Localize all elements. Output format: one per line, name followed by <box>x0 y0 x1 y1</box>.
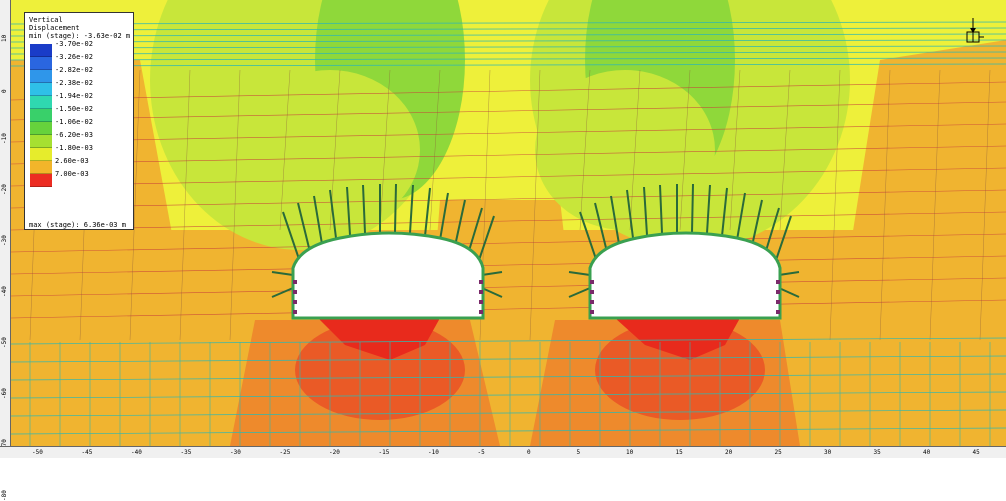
legend-swatch <box>30 83 52 96</box>
displacement-legend[interactable]: Vertical Displacement min (stage): -3.63… <box>24 12 134 230</box>
legend-level-label: -6.20e-03 <box>55 131 93 139</box>
y-tick-label: -80 <box>1 490 8 501</box>
x-tick-label: -30 <box>230 449 241 456</box>
legend-level-label: -2.38e-02 <box>55 79 93 87</box>
displacement-contour-field[interactable] <box>0 0 1006 458</box>
field-lime-right-low <box>535 70 715 230</box>
legend-level-label: 2.60e-03 <box>55 157 89 165</box>
x-tick-label: 35 <box>873 449 881 456</box>
legend-level-label: -1.50e-02 <box>55 105 93 113</box>
legend-swatch <box>30 96 52 109</box>
x-tick-label: 25 <box>774 449 782 456</box>
legend-swatch <box>30 57 52 70</box>
y-tick-label: -30 <box>1 235 8 246</box>
legend-swatch <box>30 70 52 83</box>
tunnel-right-supports <box>590 280 780 314</box>
field-lime-left-low <box>240 70 420 230</box>
legend-level-label: -3.70e-02 <box>55 40 93 48</box>
legend-level-label: -2.82e-02 <box>55 66 93 74</box>
x-tick-label: -50 <box>32 449 43 456</box>
legend-swatch <box>30 135 52 148</box>
joint-set-lower-vertical <box>29 342 991 446</box>
legend-level-label: -3.26e-02 <box>55 53 93 61</box>
rock-bolts-right <box>568 183 800 298</box>
tunnel-left[interactable] <box>271 183 503 320</box>
y-tick-label: 0 <box>1 89 8 93</box>
legend-swatch <box>30 109 52 122</box>
x-tick-label: 0 <box>527 449 531 456</box>
legend-max-value: max (stage): 6.36e-03 m <box>29 221 126 229</box>
tunnel-left-excavation <box>291 231 485 320</box>
legend-level-label: 7.00e-03 <box>55 170 89 178</box>
y-tick-label: -60 <box>1 388 8 399</box>
legend-swatch <box>30 174 52 187</box>
x-tick-label: 45 <box>972 449 980 456</box>
x-tick-label: -15 <box>378 449 390 456</box>
legend-level-label: -1.80e-03 <box>55 144 93 152</box>
tunnel-right-excavation <box>588 231 782 320</box>
x-tick-label: -45 <box>81 449 93 456</box>
x-tick-label: 10 <box>626 449 634 456</box>
tunnel-right[interactable] <box>568 183 800 320</box>
tunnel-left-supports <box>293 280 483 314</box>
y-tick-label: -20 <box>1 184 8 195</box>
x-tick-label: 30 <box>824 449 832 456</box>
y-tick-label: 10 <box>1 34 8 42</box>
legend-level-label: -1.06e-02 <box>55 118 93 126</box>
field-red-right <box>615 318 740 360</box>
field-right-orange <box>850 40 1006 330</box>
legend-swatch <box>30 122 52 135</box>
x-tick-label: 20 <box>725 449 733 456</box>
legend-title-line1: Vertical <box>29 16 63 24</box>
rock-bolts-left <box>271 183 503 298</box>
x-tick-label: 5 <box>576 449 581 456</box>
x-tick-label: 40 <box>923 449 931 456</box>
cursor-arrow-icon <box>966 18 984 43</box>
x-tick-label: 15 <box>675 449 683 456</box>
legend-min-value: min (stage): -3.63e-02 m <box>29 32 131 40</box>
joint-set-sloped <box>10 81 1006 319</box>
y-tick-label: -10 <box>1 133 8 144</box>
x-tick-label: -40 <box>131 449 142 456</box>
legend-title-line2: Displacement <box>29 24 80 32</box>
legend-title: Vertical Displacement <box>29 16 133 32</box>
y-tick-label: -50 <box>1 337 8 348</box>
legend-swatch <box>30 44 52 57</box>
legend-level-labels: -3.70e-02 -3.26e-02 -2.82e-02 -2.38e-02 -1.9… <box>55 40 93 183</box>
x-tick-label: -35 <box>180 449 192 456</box>
field-red-left <box>318 318 440 360</box>
legend-swatch <box>30 148 52 161</box>
legend-swatch <box>30 161 52 174</box>
y-tick-label: -40 <box>1 286 8 297</box>
legend-color-ramp <box>30 44 52 187</box>
x-axis-ruler: -50 -45 -40 -35 -30 -25 -20 -15 -10 -5 0 5 10 15 20 25 3… <box>0 446 1006 458</box>
y-axis-ruler: 10 0 -10 -20 -30 -40 -50 -60 -70 -80 <box>0 0 11 501</box>
x-tick-label: -10 <box>428 449 439 456</box>
x-tick-label: -20 <box>329 449 340 456</box>
x-tick-label: -25 <box>279 449 291 456</box>
legend-level-label: -1.94e-02 <box>55 92 93 100</box>
x-tick-label: -5 <box>477 449 485 456</box>
joint-set-upper <box>10 21 1006 67</box>
